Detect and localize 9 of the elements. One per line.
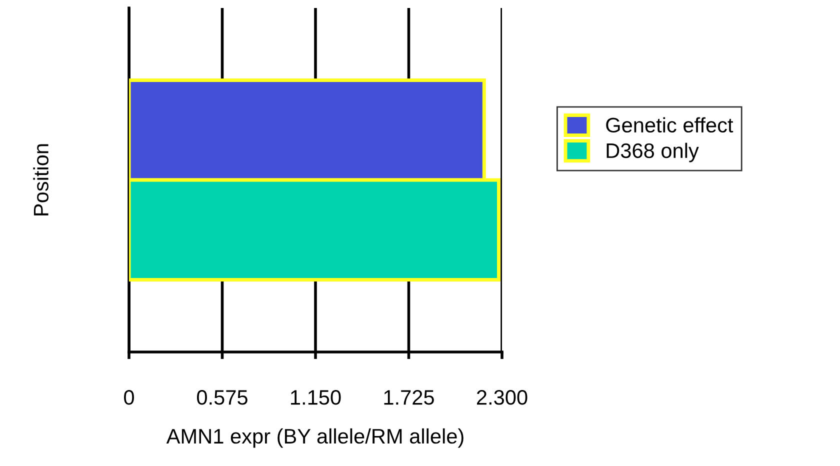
x-tick-label: 0.575 (197, 390, 248, 405)
legend-label: D368 only (606, 142, 699, 162)
x-axis-title: AMN1 expr (BY allele/RM allele) (166, 428, 464, 448)
y-axis-title: Position (33, 144, 48, 216)
x-tick-label: 1.150 (291, 390, 341, 405)
x-tick-label: 1.725 (384, 390, 434, 405)
x-tick-label: 0 (124, 390, 134, 405)
legend-label: Genetic effect (606, 117, 734, 133)
x-tick-label: 2.300 (476, 390, 528, 405)
